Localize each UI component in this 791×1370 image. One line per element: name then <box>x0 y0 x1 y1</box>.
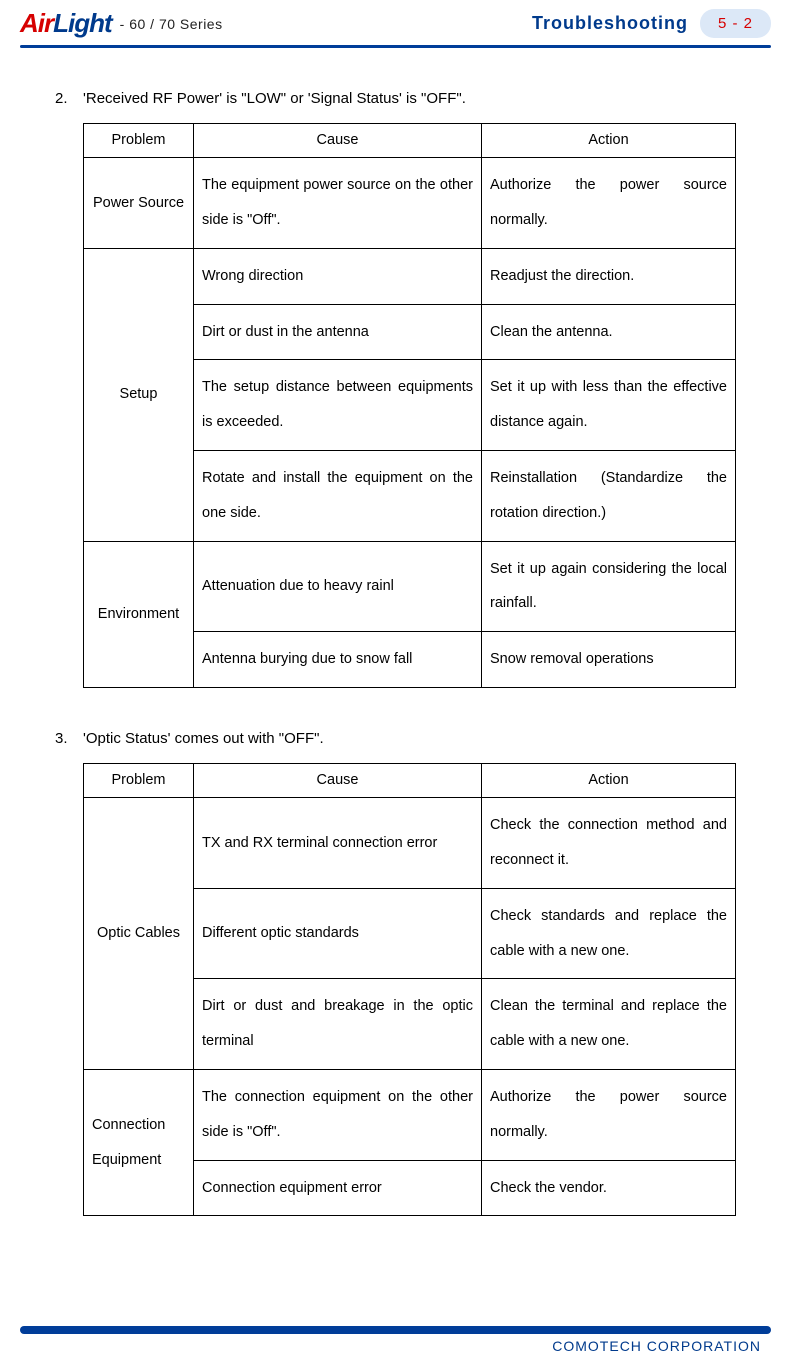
table-header-row: Problem Cause Action <box>84 123 736 158</box>
logo: AirLight <box>20 8 112 39</box>
table-row: Connection Equipment The connection equi… <box>84 1070 736 1161</box>
series-label: - 60 / 70 Series <box>120 16 223 32</box>
col-action: Action <box>482 763 736 798</box>
cell-cause: The setup distance between equipments is… <box>194 360 482 451</box>
table-row: Optic Cables TX and RX terminal connecti… <box>84 798 736 889</box>
logo-part-1: Air <box>20 8 53 38</box>
cell-action: Authorize the power source normally. <box>482 1070 736 1161</box>
cell-cause: The equipment power source on the other … <box>194 158 482 249</box>
section-title: Troubleshooting <box>532 13 688 34</box>
cell-problem: Optic Cables <box>84 798 194 1070</box>
cell-action: Clean the antenna. <box>482 304 736 360</box>
col-problem: Problem <box>84 123 194 158</box>
cell-problem: Power Source <box>84 158 194 249</box>
cell-cause: Antenna burying due to snow fall <box>194 632 482 688</box>
cell-cause: Connection equipment error <box>194 1160 482 1216</box>
page-footer: COMOTECH CORPORATION <box>0 1326 791 1370</box>
cell-cause: Wrong direction <box>194 248 482 304</box>
cell-cause: The connection equipment on the other si… <box>194 1070 482 1161</box>
cell-action: Set it up again considering the local ra… <box>482 541 736 632</box>
troubleshooting-table-2: Problem Cause Action Power Source The eq… <box>83 123 736 689</box>
cell-cause: Attenuation due to heavy rainl <box>194 541 482 632</box>
cell-action: Check the vendor. <box>482 1160 736 1216</box>
item-text: 'Optic Status' comes out with "OFF". <box>83 728 324 751</box>
item-heading: 3. 'Optic Status' comes out with "OFF". <box>55 728 736 751</box>
table-row: Setup Wrong direction Readjust the direc… <box>84 248 736 304</box>
cell-action: Check the connection method and reconnec… <box>482 798 736 889</box>
item-text: 'Received RF Power' is "LOW" or 'Signal … <box>83 88 466 111</box>
logo-part-2: Light <box>53 8 112 38</box>
col-problem: Problem <box>84 763 194 798</box>
page-header: AirLight - 60 / 70 Series Troubleshootin… <box>0 0 791 39</box>
table-row: Power Source The equipment power source … <box>84 158 736 249</box>
cell-problem: Environment <box>84 541 194 687</box>
cell-cause: Dirt or dust in the antenna <box>194 304 482 360</box>
content-area: 2. 'Received RF Power' is "LOW" or 'Sign… <box>0 48 791 1216</box>
cell-action: Snow removal operations <box>482 632 736 688</box>
troubleshooting-table-3: Problem Cause Action Optic Cables TX and… <box>83 763 736 1217</box>
cell-action: Authorize the power source normally. <box>482 158 736 249</box>
item-number: 3. <box>55 728 83 751</box>
cell-problem: Connection Equipment <box>84 1070 194 1216</box>
footer-divider <box>20 1326 771 1334</box>
item-heading: 2. 'Received RF Power' is "LOW" or 'Sign… <box>55 88 736 111</box>
table-row: Environment Attenuation due to heavy rai… <box>84 541 736 632</box>
cell-cause: Rotate and install the equipment on the … <box>194 451 482 542</box>
footer-text: COMOTECH CORPORATION <box>0 1338 791 1354</box>
cell-action: Set it up with less than the effective d… <box>482 360 736 451</box>
table-header-row: Problem Cause Action <box>84 763 736 798</box>
cell-action: Check standards and replace the cable wi… <box>482 888 736 979</box>
cell-action: Reinstallation (Standardize the rotation… <box>482 451 736 542</box>
item-number: 2. <box>55 88 83 111</box>
cell-action: Readjust the direction. <box>482 248 736 304</box>
cell-cause: Dirt or dust and breakage in the optic t… <box>194 979 482 1070</box>
col-cause: Cause <box>194 763 482 798</box>
cell-problem: Setup <box>84 248 194 541</box>
cell-cause: TX and RX terminal connection error <box>194 798 482 889</box>
troubleshooting-item-2: 2. 'Received RF Power' is "LOW" or 'Sign… <box>55 88 736 688</box>
col-action: Action <box>482 123 736 158</box>
col-cause: Cause <box>194 123 482 158</box>
cell-cause: Different optic standards <box>194 888 482 979</box>
cell-action: Clean the terminal and replace the cable… <box>482 979 736 1070</box>
troubleshooting-item-3: 3. 'Optic Status' comes out with "OFF". … <box>55 728 736 1216</box>
page-number: 5 - 2 <box>700 9 771 38</box>
